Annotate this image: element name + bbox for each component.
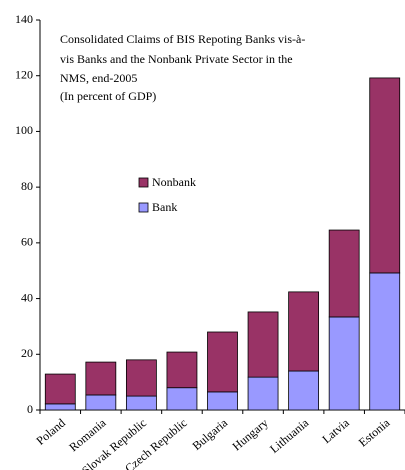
y-tick-label: 100 xyxy=(15,123,33,137)
bar-segment xyxy=(207,391,238,411)
chart-title: (In percent of GDP) xyxy=(60,89,156,103)
legend-label: Nonbank xyxy=(152,175,196,189)
bar-segment xyxy=(44,373,76,405)
bar-segment xyxy=(85,394,117,411)
x-tick-label: Bulgaria xyxy=(190,415,231,453)
bar-segment xyxy=(369,272,401,411)
bar-segment xyxy=(247,311,279,378)
title-block: Consolidated Claims of BIS Repoting Bank… xyxy=(60,32,305,103)
legend-swatch xyxy=(138,177,149,188)
y-tick-label: 140 xyxy=(15,12,33,26)
bar-segment xyxy=(207,331,238,393)
x-tick-label: Latvia xyxy=(319,415,352,446)
bar-segment xyxy=(247,376,279,411)
chart-title: Consolidated Claims of BIS Repoting Bank… xyxy=(60,32,305,46)
bar-segment xyxy=(85,361,117,396)
bar-segment xyxy=(125,359,157,397)
x-tick-label: Poland xyxy=(33,416,68,448)
chart-title: NMS, end-2005 xyxy=(60,71,137,85)
y-tick-label: 80 xyxy=(21,179,33,193)
bar-segment xyxy=(125,395,157,411)
y-tick-label: 0 xyxy=(27,402,33,416)
chart-title: vis Banks and the Nonbank Private Sector… xyxy=(60,52,293,66)
bar-segment xyxy=(288,291,320,372)
x-tick-label: Lithuania xyxy=(267,415,312,456)
legend-swatch xyxy=(138,202,149,213)
bar-segment xyxy=(328,316,360,411)
x-tick-label: Hungary xyxy=(230,416,271,454)
x-tick-label: Estonia xyxy=(356,415,393,449)
legend-label: Bank xyxy=(152,200,177,214)
y-tick-label: 120 xyxy=(15,67,33,81)
y-tick-label: 60 xyxy=(21,235,33,249)
bar-segment xyxy=(166,351,198,389)
y-tick-label: 40 xyxy=(21,290,33,304)
bar-segment xyxy=(328,229,360,318)
bar-segment xyxy=(166,387,198,411)
bar-segment xyxy=(288,370,320,411)
y-tick-label: 20 xyxy=(21,346,33,360)
bar-segment xyxy=(44,403,76,411)
bar-segment xyxy=(369,77,401,274)
